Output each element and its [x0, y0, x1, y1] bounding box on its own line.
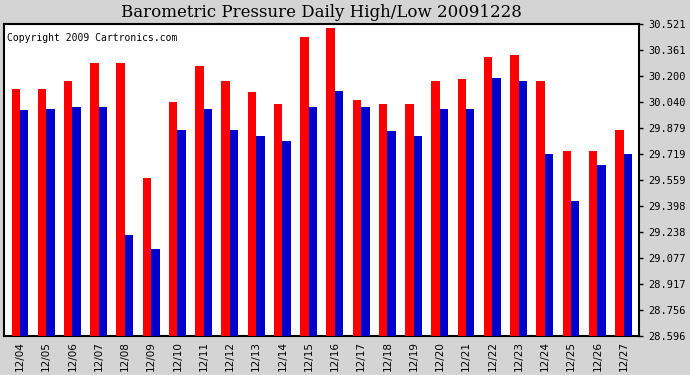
Bar: [169, 102, 177, 336]
Bar: [12, 89, 20, 336]
Bar: [624, 154, 632, 336]
Title: Barometric Pressure Daily High/Low 20091228: Barometric Pressure Daily High/Low 20091…: [121, 4, 522, 21]
Bar: [457, 80, 466, 336]
Bar: [615, 130, 624, 336]
Bar: [326, 27, 335, 336]
Bar: [562, 151, 571, 336]
Bar: [545, 154, 553, 336]
Bar: [99, 107, 107, 336]
Bar: [353, 100, 361, 336]
Bar: [177, 130, 186, 336]
Bar: [282, 141, 290, 336]
Bar: [151, 249, 159, 336]
Bar: [519, 81, 527, 336]
Bar: [20, 110, 28, 336]
Bar: [308, 107, 317, 336]
Bar: [117, 63, 125, 336]
Bar: [405, 104, 413, 336]
Bar: [387, 131, 396, 336]
Bar: [598, 165, 606, 336]
Bar: [536, 81, 545, 336]
Bar: [256, 136, 264, 336]
Bar: [571, 201, 580, 336]
Bar: [274, 104, 282, 336]
Bar: [440, 108, 449, 336]
Bar: [221, 81, 230, 336]
Bar: [125, 235, 133, 336]
Bar: [300, 37, 308, 336]
Bar: [413, 136, 422, 336]
Bar: [431, 81, 440, 336]
Text: Copyright 2009 Cartronics.com: Copyright 2009 Cartronics.com: [8, 33, 178, 44]
Bar: [64, 81, 72, 336]
Bar: [46, 108, 55, 336]
Bar: [510, 55, 519, 336]
Bar: [195, 66, 204, 336]
Bar: [38, 89, 46, 336]
Bar: [72, 107, 81, 336]
Bar: [335, 91, 343, 336]
Bar: [361, 107, 370, 336]
Bar: [143, 178, 151, 336]
Bar: [204, 108, 212, 336]
Bar: [230, 130, 238, 336]
Bar: [90, 63, 99, 336]
Bar: [248, 92, 256, 336]
Bar: [379, 104, 387, 336]
Bar: [493, 78, 501, 336]
Bar: [484, 57, 493, 336]
Bar: [589, 151, 598, 336]
Bar: [466, 108, 475, 336]
